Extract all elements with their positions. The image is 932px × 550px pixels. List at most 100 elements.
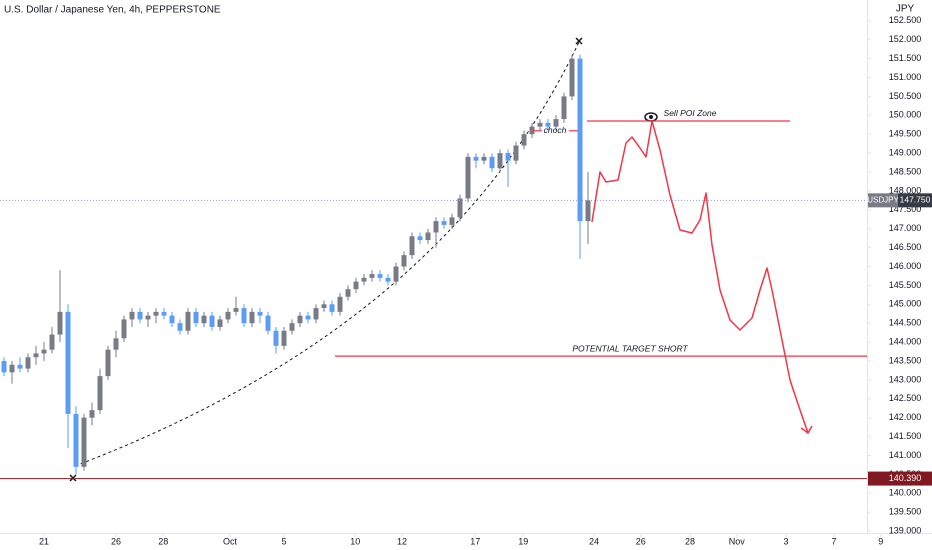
x-tick-label: 28 [685,536,695,546]
candle-body [441,221,447,225]
candle-body [489,156,495,169]
x-tick-label: 12 [397,536,407,546]
candle-body [409,236,415,256]
y-tick-label: 151.500 [889,53,922,63]
candle-body [121,319,127,339]
x-tick-label: Nov [729,536,746,546]
candle-body [361,277,367,282]
candle-body [449,217,455,225]
last-price-label: 147.750 [900,195,931,205]
y-tick-label: 149.000 [889,147,922,157]
chart-title: U.S. Dollar / Japanese Yen, 4h, PEPPERST… [4,5,221,16]
y-tick-label: 150.500 [889,91,922,101]
candle-body [257,311,263,316]
candle-body [577,58,583,222]
x-tick-label: 3 [783,536,788,546]
x-tick-label: 17 [470,536,480,546]
candle-body [585,200,591,222]
candle-body [537,122,543,127]
y-tick-label: 148.500 [889,166,922,176]
candle-body [33,353,39,358]
last-price-box [898,193,932,208]
y-tick-label: 144.500 [889,318,922,328]
candle-body [321,304,327,309]
candle-body [145,315,151,320]
candle-body [521,134,527,146]
x-tick-label: 26 [636,536,646,546]
y-tick-label: 146.000 [889,261,922,271]
y-tick-label: 140.000 [889,488,922,498]
candle-body [369,274,375,278]
x-tick-label: 28 [158,536,168,546]
x-tick-label: Oct [223,536,238,546]
x-tick-label: 9 [878,536,883,546]
symbol-label-box [868,193,898,208]
y-tick-label: 141.500 [889,431,922,441]
candle-body [41,349,47,354]
candle-body [9,364,15,373]
y-tick-label: 139.500 [889,507,922,517]
x-tick-label: 26 [111,536,121,546]
candle-body [73,413,79,467]
y-tick-label: 148.000 [889,185,922,195]
candle-body [113,338,119,350]
candle-body [473,156,479,161]
candle-body [481,156,487,161]
candle-body [289,323,295,331]
y-tick-label: 147.500 [889,204,922,214]
candle-body [273,330,279,346]
candle-body [153,311,159,316]
candle-body [249,311,255,324]
candle-body [337,296,343,312]
y-tick-label: 143.500 [889,355,922,365]
candle-body [393,266,399,282]
x-tick-label: 7 [831,536,836,546]
candle-body [105,349,111,377]
candle-body [193,311,199,324]
y-tick-label: 152.000 [889,34,922,44]
candle-body [313,308,319,320]
projection-path [591,120,813,434]
candle-body [225,311,231,320]
x-tick-label: 21 [39,536,49,546]
y-tick-label: 144.000 [889,336,922,346]
candle-body [25,357,31,369]
candle-body [97,376,103,411]
candles [1,54,591,475]
candle-body [161,311,167,316]
y-tick-label: 150.000 [889,110,922,120]
y-tick-label: 152.500 [889,15,922,25]
candle-body [129,311,135,320]
candle-body [505,153,511,161]
y-tick-label: 149.500 [889,129,922,139]
x-tick-label: 10 [350,536,360,546]
candle-body [297,315,303,324]
candle-body [401,255,407,267]
candle-body [425,232,431,241]
symbol-label: USDJPY [867,195,899,204]
candle-body [81,417,87,467]
y-tick-label: 141.000 [889,450,922,460]
candle-body [177,323,183,331]
candle-body [497,153,503,169]
candle-body [1,361,7,373]
candle-body [169,315,175,324]
candle-body [465,156,471,199]
candle-body [201,315,207,324]
candle-body [353,281,359,290]
candle-body [561,96,567,120]
candle-body [305,315,311,320]
x-tick-label: 24 [589,536,599,546]
y-tick-label: 142.000 [889,412,922,422]
currency-label: JPY [896,4,915,15]
level-label-box [868,471,932,486]
annotation-label: choch [544,125,567,135]
y-tick-label: 145.000 [889,299,922,309]
candle-body [433,221,439,233]
candle-body [329,304,335,312]
candle-body [89,410,95,418]
candle-body [217,319,223,327]
candle-body [513,145,519,161]
y-tick-label: 139.000 [889,525,922,535]
